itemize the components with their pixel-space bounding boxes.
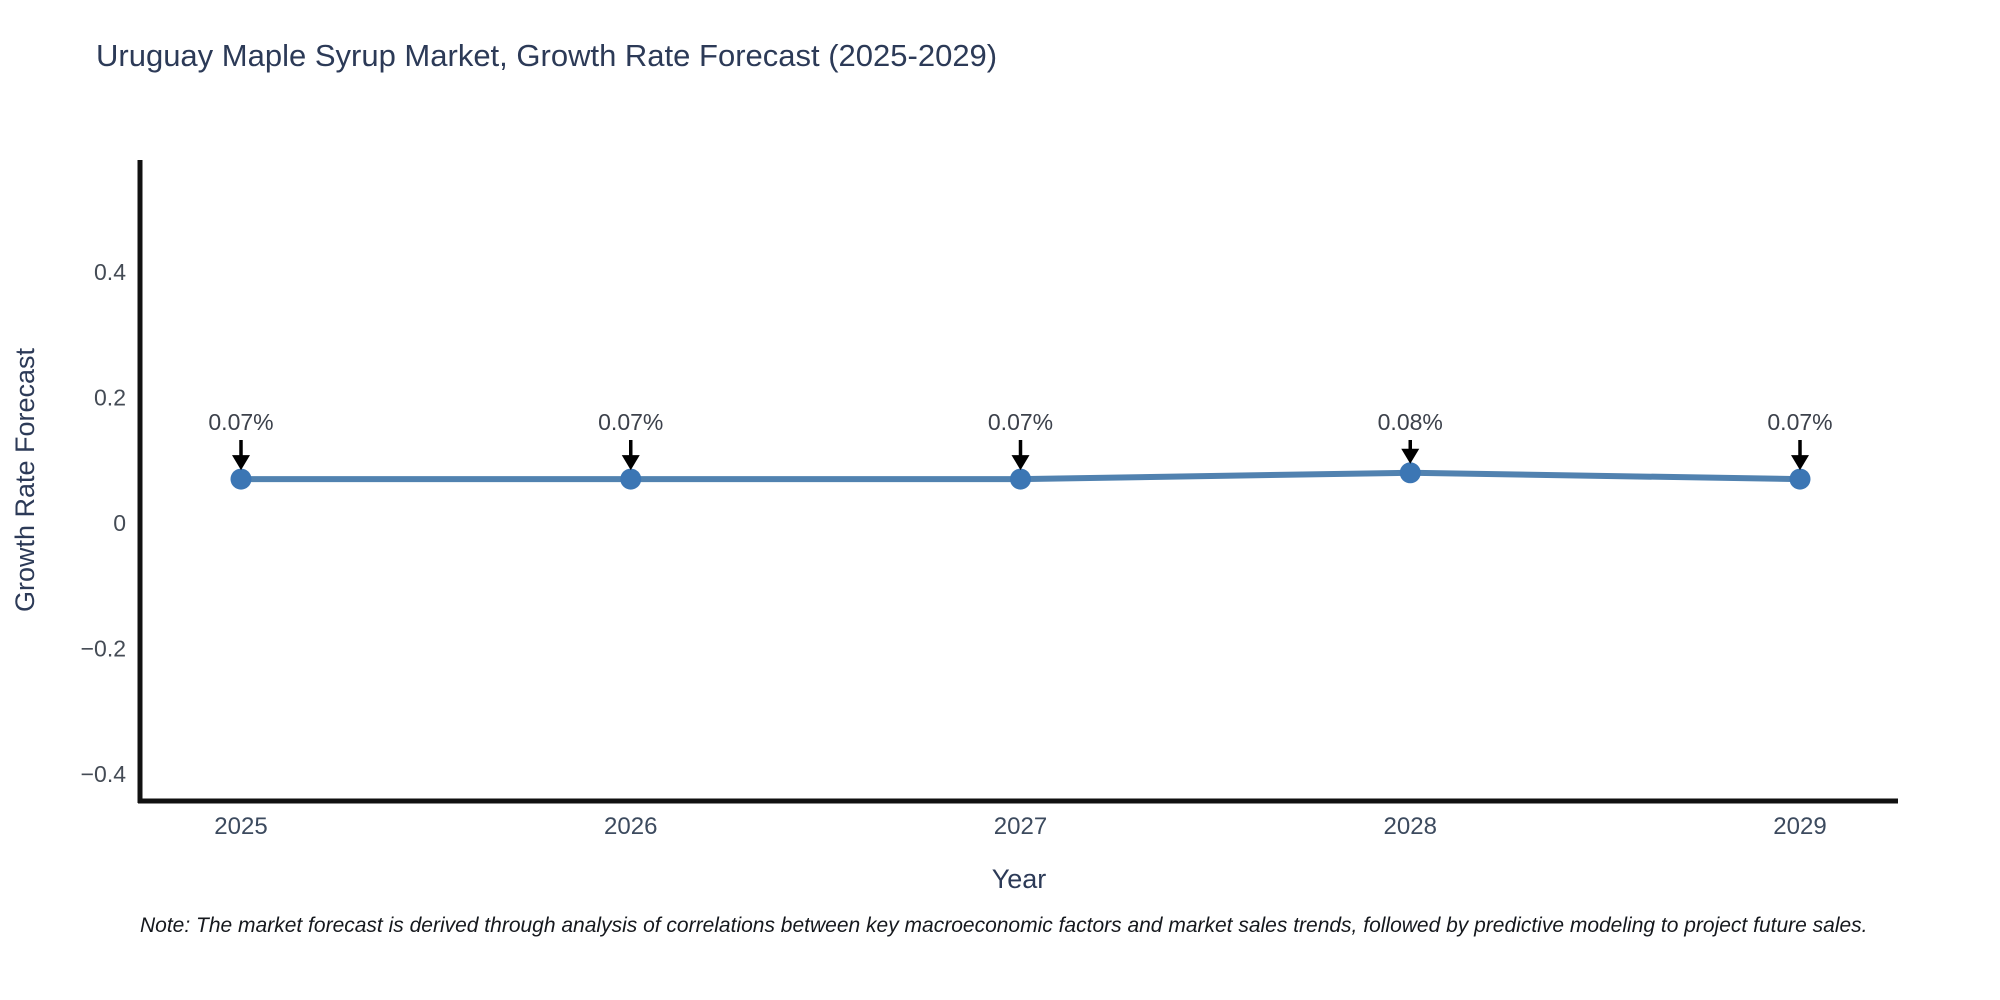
data-point-marker xyxy=(1789,468,1811,490)
data-point-marker xyxy=(1399,462,1421,484)
x-tick-label: 2025 xyxy=(214,813,267,840)
annotation-arrowhead-icon xyxy=(1011,455,1030,471)
point-value-label: 0.07% xyxy=(1767,409,1832,435)
footnote: Note: The market forecast is derived thr… xyxy=(140,914,1868,937)
data-point-marker xyxy=(620,468,642,490)
point-value-label: 0.07% xyxy=(988,409,1053,435)
y-tick-label: 0.4 xyxy=(94,259,126,285)
x-tick-label: 2029 xyxy=(1773,813,1826,840)
point-annotations: 0.07% 0.07% 0.07% 0.08% 0.07% xyxy=(208,409,1833,471)
x-axis-title: Year xyxy=(992,864,1047,894)
x-axis-tick-labels: 2025 2026 2027 2028 2029 xyxy=(214,813,1826,840)
annotation-arrowhead-icon xyxy=(1401,448,1420,464)
x-tick-label: 2027 xyxy=(994,813,1047,840)
point-value-label: 0.07% xyxy=(598,409,663,435)
y-tick-label: 0.2 xyxy=(94,385,126,411)
y-tick-label: −0.4 xyxy=(81,761,127,787)
y-axis-tick-labels: 0.4 0.2 0 −0.2 −0.4 xyxy=(81,259,127,787)
x-tick-label: 2028 xyxy=(1384,813,1437,840)
point-value-label: 0.07% xyxy=(208,409,273,435)
chart-title: Uruguay Maple Syrup Market, Growth Rate … xyxy=(96,38,998,73)
data-point-marker xyxy=(1010,468,1031,490)
x-tick-label: 2026 xyxy=(604,813,657,840)
annotation-arrowhead-icon xyxy=(621,455,640,471)
annotation-arrowhead-icon xyxy=(232,455,250,471)
y-axis-title: Growth Rate Forecast xyxy=(10,347,40,612)
point-value-label: 0.08% xyxy=(1378,409,1443,435)
data-point-marker xyxy=(230,468,252,490)
y-tick-label: −0.2 xyxy=(81,636,126,662)
annotation-arrowhead-icon xyxy=(1791,455,1809,471)
y-tick-label: 0 xyxy=(113,510,126,536)
data-series xyxy=(230,462,1811,490)
